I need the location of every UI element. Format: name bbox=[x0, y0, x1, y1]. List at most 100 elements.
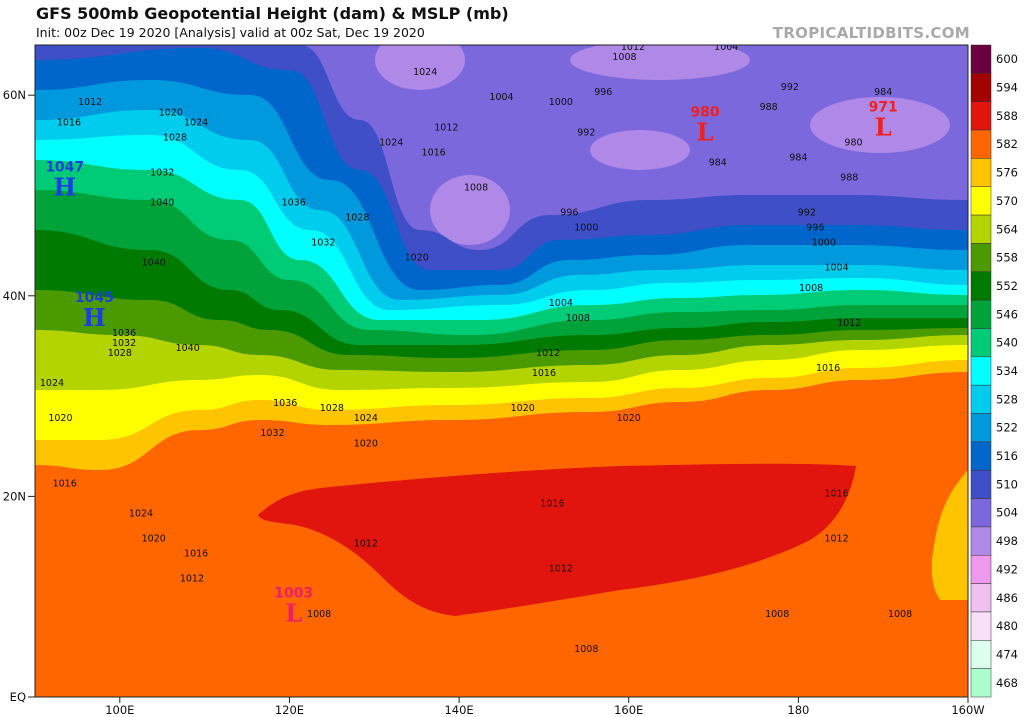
colorbar-label: 552 bbox=[996, 279, 1018, 293]
isobar-label: 1040 bbox=[142, 258, 166, 269]
isobar-label: 1016 bbox=[53, 478, 77, 489]
isobar-label: 1016 bbox=[422, 147, 446, 158]
isobar-label: 988 bbox=[840, 172, 858, 183]
colorbar: 600 594 588 582 576 570 564 558 552 546 540 534 528 5… bbox=[970, 44, 1018, 698]
colorbar-swatch bbox=[970, 214, 992, 244]
isobar-label: 1012 bbox=[536, 348, 560, 359]
colorbar-label: 474 bbox=[996, 647, 1018, 661]
colorbar-label: 576 bbox=[996, 166, 1018, 180]
colorbar-swatch bbox=[970, 271, 992, 301]
colorbar-swatch bbox=[970, 158, 992, 187]
isobar-label: 1020 bbox=[354, 438, 378, 449]
colorbar-label: 546 bbox=[996, 307, 1018, 321]
colorbar-label: 510 bbox=[996, 477, 1018, 491]
isobar-label: 984 bbox=[789, 152, 807, 163]
isobar-label: 1008 bbox=[464, 182, 488, 193]
colorbar-label: 540 bbox=[996, 336, 1018, 350]
isobar-label: 984 bbox=[874, 87, 892, 98]
isobar-label: 1012 bbox=[180, 574, 204, 585]
center-pressure-value: 1003 bbox=[274, 586, 313, 602]
lon-label: 160W bbox=[951, 703, 984, 717]
isobar-label: 996 bbox=[806, 223, 824, 234]
colorbar-label: 480 bbox=[996, 619, 1018, 633]
center-type-letter: L bbox=[697, 117, 714, 146]
colorbar-label: 516 bbox=[996, 449, 1018, 463]
isobar-label: 1012 bbox=[354, 539, 378, 550]
isobar-label: 992 bbox=[577, 127, 595, 138]
colorbar-label: 504 bbox=[996, 506, 1018, 520]
isobar-label: 1040 bbox=[176, 343, 200, 354]
center-type-letter: L bbox=[875, 112, 892, 141]
lon-label: 160E bbox=[614, 703, 643, 717]
watermark: TROPICALTIDBITS.COM bbox=[772, 24, 970, 42]
colorbar-label: 594 bbox=[996, 81, 1018, 95]
lon-label: 180 bbox=[787, 703, 809, 717]
colorbar-label: 582 bbox=[996, 137, 1018, 151]
isobar-label: 1016 bbox=[540, 498, 564, 509]
isobar-label: 1012 bbox=[621, 42, 645, 53]
isobar-label: 1016 bbox=[57, 117, 81, 128]
isobar-label: 1040 bbox=[150, 198, 174, 209]
isobar-label: 1012 bbox=[837, 318, 861, 329]
colorbar-label: 570 bbox=[996, 194, 1018, 208]
height-fill-bands bbox=[35, 45, 968, 697]
map-frame bbox=[34, 44, 969, 698]
colorbar-swatch bbox=[970, 186, 992, 216]
colorbar-swatch bbox=[970, 129, 992, 159]
isobar-label: 1020 bbox=[405, 253, 429, 264]
isobar-label: 1000 bbox=[549, 97, 573, 108]
colorbar-label: 588 bbox=[996, 109, 1018, 123]
isobar-label: 1036 bbox=[273, 398, 297, 409]
lat-label: 60N bbox=[3, 88, 26, 102]
colorbar-swatch bbox=[970, 441, 992, 471]
colorbar-swatch bbox=[970, 526, 992, 556]
colorbar-swatch bbox=[970, 44, 992, 74]
lat-label: 40N bbox=[3, 289, 26, 303]
isobar-label: 1012 bbox=[434, 122, 458, 133]
center-pressure-value: 980 bbox=[690, 104, 719, 120]
isobar-label: 1032 bbox=[260, 428, 284, 439]
isobar-labels: 1012 1016 1020 1024 1028 1032 1040 1036 1032 1028… bbox=[40, 42, 912, 655]
isobar-label: 1020 bbox=[511, 403, 535, 414]
isobar-label: 1008 bbox=[799, 283, 823, 294]
isobar-label: 996 bbox=[560, 208, 578, 219]
lat-label: EQ bbox=[10, 690, 26, 704]
isobar-label: 1032 bbox=[311, 238, 335, 249]
isobar-label: 1004 bbox=[489, 92, 513, 103]
center-type-letter: H bbox=[53, 172, 76, 201]
band-498-patch bbox=[810, 97, 950, 153]
colorbar-swatch bbox=[970, 328, 992, 358]
isobar-label: 1020 bbox=[142, 534, 166, 545]
colorbar-swatch bbox=[970, 469, 992, 499]
colorbar-swatch bbox=[970, 299, 992, 329]
isobar-label: 1016 bbox=[816, 363, 840, 374]
colorbar-swatch bbox=[970, 243, 992, 273]
isobar-label: 992 bbox=[798, 208, 816, 219]
isobar-label: 1020 bbox=[159, 107, 183, 118]
colorbar-label: 534 bbox=[996, 364, 1018, 378]
isobar-label: 1012 bbox=[78, 97, 102, 108]
isobar-label: 1028 bbox=[320, 403, 344, 414]
isobar-label: 1020 bbox=[48, 413, 72, 424]
center-pressure-value: 1047 bbox=[45, 159, 84, 175]
colorbar-label: 468 bbox=[996, 676, 1018, 690]
isobar-label: 1008 bbox=[307, 609, 331, 620]
band-588 bbox=[258, 463, 856, 616]
isobar-label: 1004 bbox=[549, 298, 573, 309]
map-axes: 60N 40N 20N EQ 100E 120E 140E 160E 180 160W bbox=[3, 88, 985, 717]
isobar-label: 1024 bbox=[413, 67, 437, 78]
band-498-patch bbox=[590, 130, 690, 170]
center-type-letter: H bbox=[83, 303, 106, 332]
isobar-label: 1028 bbox=[345, 213, 369, 224]
isobar-label: 1024 bbox=[40, 378, 64, 389]
band-498-patch bbox=[430, 175, 510, 245]
colorbar-swatch bbox=[970, 668, 992, 698]
colorbar-label: 492 bbox=[996, 562, 1018, 576]
isobar-label: 1016 bbox=[532, 368, 556, 379]
isobar-label: 1012 bbox=[824, 534, 848, 545]
colorbar-label: 600 bbox=[996, 52, 1018, 66]
